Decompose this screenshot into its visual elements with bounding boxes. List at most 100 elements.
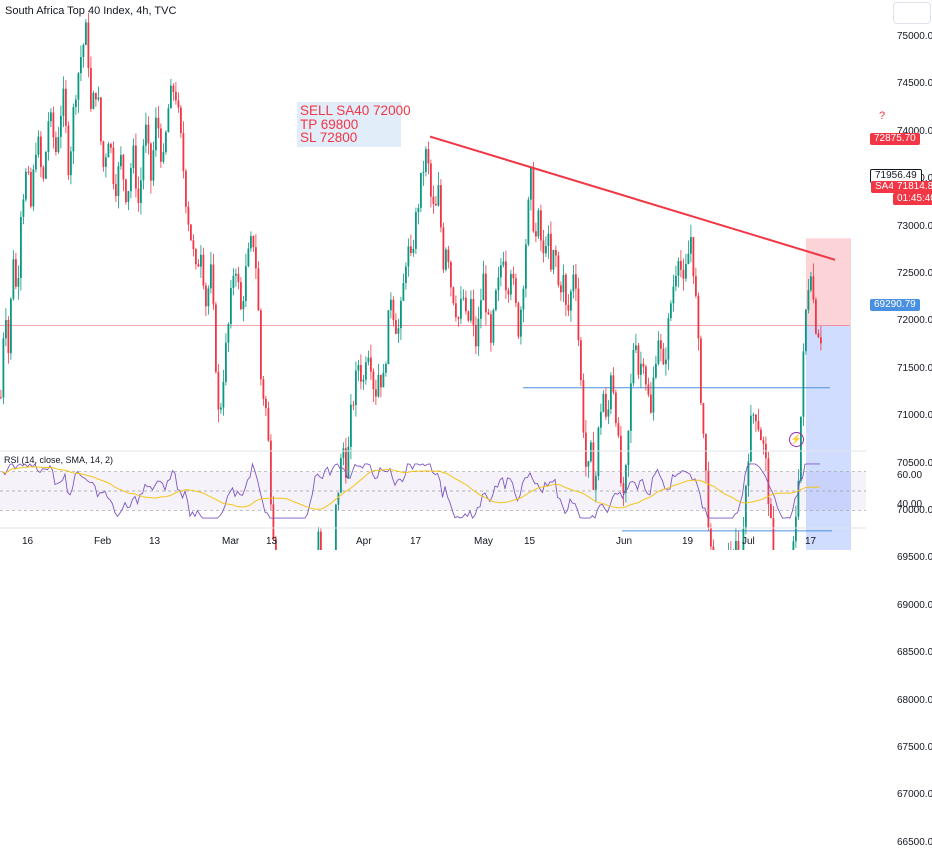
candle-body [10,298,12,354]
candle-body [567,304,570,311]
chart-area[interactable] [0,0,932,550]
candle-body [652,377,655,413]
price-tick-label: 70000.00 [897,505,932,516]
stop-loss-tag: 72875.70 [870,133,920,145]
candle-body [220,407,222,410]
last-price-tag: 71814.88 [893,181,932,193]
candle-body [192,240,195,250]
candle-body [112,147,115,185]
candle-body [345,448,347,478]
time-tick-label: 13 [266,536,278,547]
candle-body [207,288,210,307]
candle-body [615,392,617,424]
candle-body [240,282,242,310]
candle-body [522,288,525,310]
candle-body [25,171,27,200]
candle-body [407,246,410,267]
candle-body [710,528,712,547]
candle-body [147,124,150,144]
candle-body [215,304,217,372]
candle-body [237,273,240,283]
candle-body [372,371,375,390]
candle-body [2,338,5,398]
candle-body [635,345,637,350]
candle-body [30,171,32,207]
price-tick-label: 72000.00 [897,315,932,327]
candle-body [805,309,807,352]
candle-body [165,132,167,153]
candle-body [762,440,765,444]
candle-body [465,297,467,312]
candle-body [462,297,465,299]
candle-body [142,145,145,181]
candle-body [67,125,70,176]
candle-body [570,291,572,311]
candle-body [432,196,435,204]
rsi-indicator-label[interactable]: RSI (14, close, SMA, 14, 2) [4,455,114,465]
rsi-pane[interactable] [0,462,866,529]
candle-body [742,528,745,550]
candle-body [342,448,345,459]
candle-body [542,240,545,254]
candle-body [20,216,22,278]
candle-body [337,492,340,505]
time-tick-label: Jul [742,536,755,547]
candle-body [662,348,665,365]
candle-body [545,245,547,254]
candle-body [72,106,75,152]
candle-body [695,276,697,296]
candle-body [100,97,102,142]
price-pane[interactable] [0,13,866,550]
candle-body [397,328,400,334]
candle-body [390,299,392,311]
candle-body [340,458,342,493]
candle-body [667,318,670,360]
candle-body [232,275,235,288]
candle-body [815,299,817,334]
candle-body [692,237,695,277]
candle-body [760,429,762,441]
time-tick-label: May [474,536,493,547]
price-tick-label: 67000.00 [897,789,932,801]
candle-body [92,92,95,109]
lightning-icon[interactable]: ⚡ [789,432,804,447]
chart-title: South Africa Top 40 Index, 4h, TVC [5,5,177,17]
candle-body [40,136,42,168]
candle-body [467,311,470,321]
candle-body [87,22,90,69]
candle-body [230,287,232,325]
candle-body [12,259,15,299]
candle-body [267,408,270,441]
candle-body [85,22,87,45]
candle-body [597,427,600,477]
candle-body [682,269,685,279]
question-mark: ? [879,110,886,122]
candle-body [455,303,457,318]
candle-body [422,171,425,173]
candle-body [705,433,707,471]
candle-body [350,404,352,447]
annotation-line-2: TP 69800 [300,116,359,132]
candle-body [135,145,137,189]
candle-body [115,184,117,197]
candle-body [637,345,640,375]
candle-body [575,274,577,289]
rsi-line [2,462,820,519]
candle-body [402,282,405,301]
candle-body [700,338,702,404]
candle-body [260,310,262,380]
candle-body [140,180,142,203]
candle-body [592,442,595,490]
price-tick-label: 72500.00 [897,268,932,279]
candle-body [610,375,612,410]
candle-body [380,374,382,388]
candle-body [630,383,632,431]
toolbar-button[interactable] [893,2,931,24]
candle-body [547,233,550,246]
price-tick-label: 66500.00 [897,836,932,848]
candle-body [137,188,140,203]
candle-body [660,340,662,349]
candle-body [502,261,505,266]
candle-body [797,480,800,517]
candle-body [532,167,535,232]
